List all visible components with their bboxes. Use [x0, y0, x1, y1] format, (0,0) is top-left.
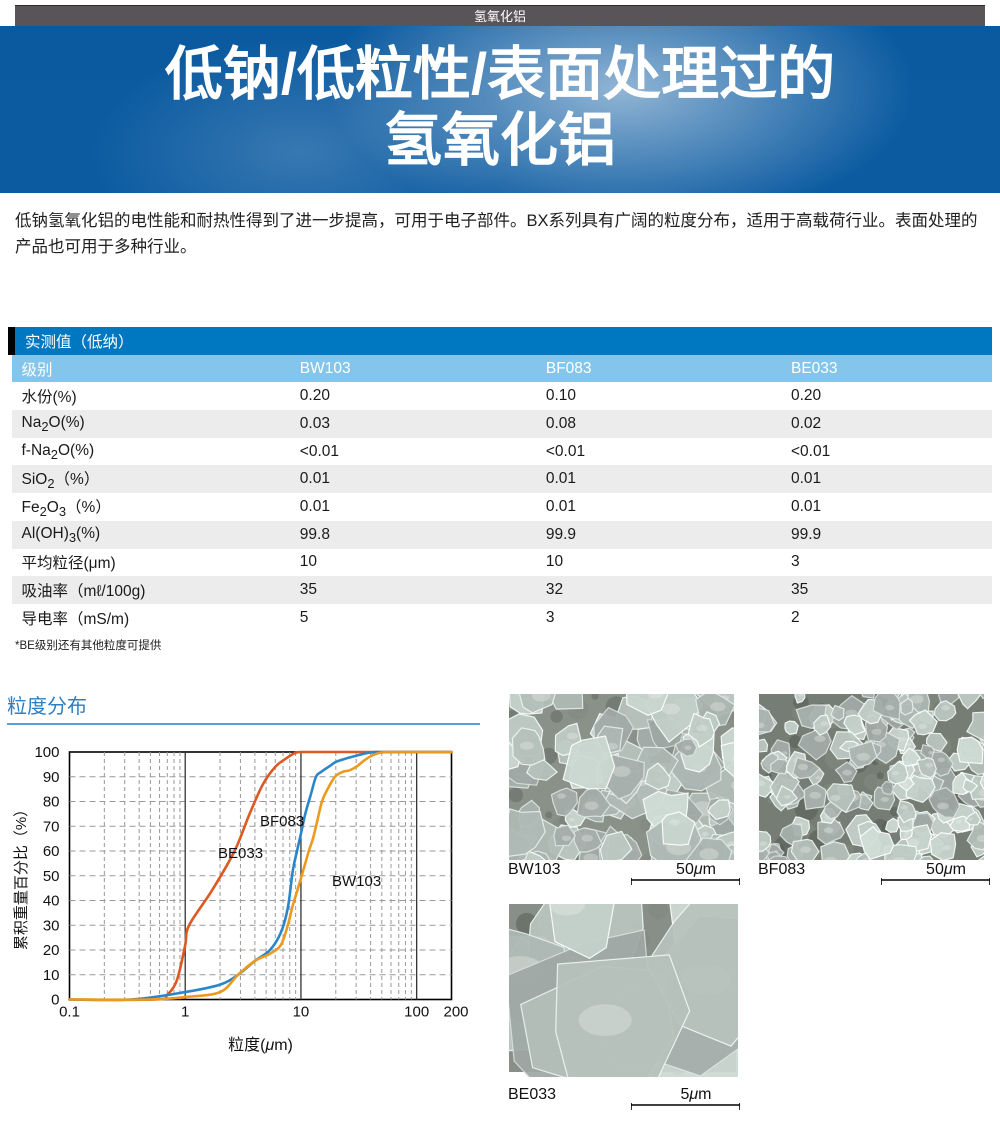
svg-text:1: 1 [181, 1004, 189, 1021]
svg-text:BF083: BF083 [260, 813, 304, 830]
svg-text:0.1: 0.1 [59, 1004, 80, 1021]
svg-text:BW103: BW103 [332, 873, 381, 890]
svg-text:粒度(μm): 粒度(μm) [228, 1036, 293, 1054]
svg-text:70: 70 [43, 818, 60, 835]
svg-text:60: 60 [43, 843, 60, 860]
svg-text:80: 80 [43, 794, 60, 811]
svg-text:10: 10 [43, 967, 60, 984]
svg-text:0: 0 [51, 992, 59, 1009]
svg-text:累积重量百分比（%）: 累积重量百分比（%） [13, 802, 30, 950]
svg-text:40: 40 [43, 893, 60, 910]
svg-text:BE033: BE033 [218, 845, 263, 862]
svg-text:200: 200 [443, 1004, 468, 1021]
svg-text:30: 30 [43, 917, 60, 934]
svg-text:50: 50 [43, 868, 60, 885]
svg-text:20: 20 [43, 942, 60, 959]
svg-text:100: 100 [34, 744, 59, 761]
svg-text:100: 100 [404, 1004, 429, 1021]
svg-text:90: 90 [43, 769, 60, 786]
svg-text:10: 10 [293, 1004, 310, 1021]
